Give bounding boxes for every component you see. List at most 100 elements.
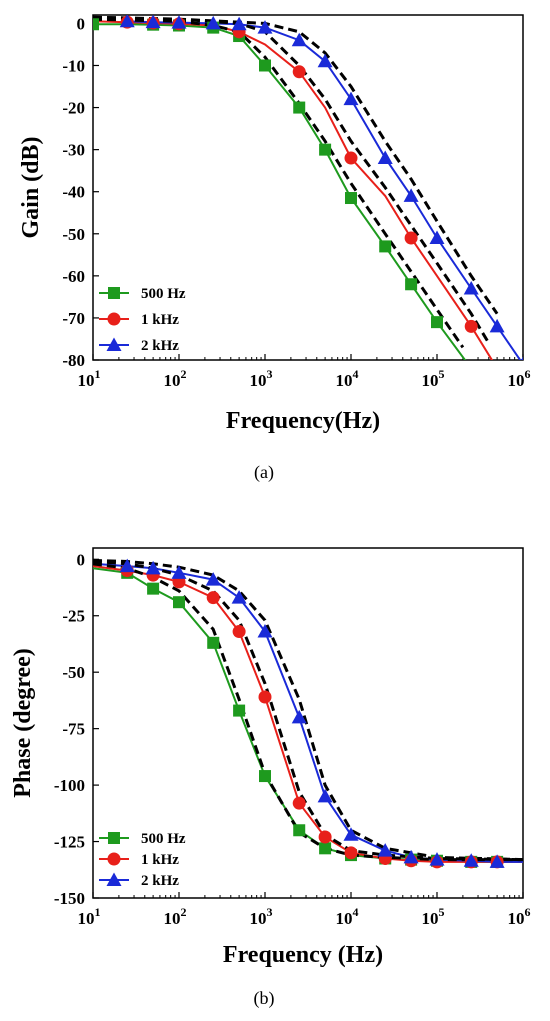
x-tick-base: 10 [250,371,267,390]
x-tick-label: 105 [422,367,445,390]
data-point [93,18,99,31]
data-point [207,636,220,649]
series-line [93,565,523,863]
y-tick-label: -125 [54,833,85,852]
y-tick-label: -60 [62,267,85,286]
data-point [206,591,220,605]
y-tick-label: -70 [62,309,85,328]
data-point [345,192,357,205]
legend-label: 500 Hz [141,286,186,302]
y-tick-label: -25 [62,607,85,626]
x-tick-exponent: 3 [267,905,273,919]
data-point [431,316,443,329]
x-tick-base: 10 [508,371,525,390]
x-tick-base: 10 [78,371,95,390]
data-point [429,230,445,244]
data-point [145,15,161,29]
data-point [463,280,479,295]
x-axis-title: Frequency (Hz) [223,942,383,968]
data-point [147,582,160,595]
data-point [205,572,221,586]
y-tick-label: -20 [62,99,85,118]
y-axis-title: Phase (degree) [10,648,36,798]
x-tick-label: 104 [336,905,359,928]
legend-marker [107,312,121,326]
y-tick-label: -50 [62,663,85,682]
x-tick-base: 10 [422,371,439,390]
fit-dashed-line [93,17,491,344]
x-tick-exponent: 6 [525,367,531,381]
caption-b: (b) [254,988,275,1009]
series-line [93,567,523,863]
y-axis-title: Gain (dB) [18,136,44,238]
data-point [489,854,505,868]
series-line [127,20,522,360]
data-point [171,15,187,29]
data-point [293,101,306,114]
data-point [343,91,359,106]
data-point [205,15,221,30]
x-tick-exponent: 1 [95,367,101,381]
legend-label: 2 kHz [141,873,179,889]
x-tick-label: 106 [508,367,531,390]
legend-marker [106,872,122,886]
legend-label: 2 kHz [141,338,179,354]
x-tick-base: 10 [164,909,181,928]
y-tick-label: -50 [62,225,85,244]
y-tick-label: 0 [77,550,86,569]
data-point [463,853,479,867]
data-point [379,240,392,253]
data-point [291,32,307,47]
legend-marker [107,852,121,866]
x-tick-label: 103 [250,905,273,928]
y-tick-label: -10 [62,56,85,75]
x-tick-base: 10 [508,909,525,928]
data-point [317,788,333,803]
x-tick-exponent: 4 [353,367,359,381]
legend-marker [108,287,120,299]
data-point [259,770,271,783]
legend-label: 1 kHz [141,312,179,328]
data-point [173,596,185,609]
data-point [319,143,332,156]
data-point [233,704,246,717]
data-point [171,565,187,579]
plot-frame [92,547,524,899]
y-tick-label: -75 [62,720,85,739]
x-tick-base: 10 [250,909,267,928]
data-point [344,151,358,165]
data-point [404,231,418,245]
data-point [318,830,332,844]
data-point [119,558,135,573]
data-point [259,59,271,72]
x-tick-exponent: 5 [439,905,445,919]
data-point [403,849,419,864]
x-tick-label: 102 [164,367,187,390]
data-point [521,356,523,360]
legend-label: 1 kHz [141,852,179,868]
x-tick-label: 101 [78,367,101,390]
x-tick-base: 10 [336,909,353,928]
data-point [145,560,161,575]
x-tick-label: 104 [336,367,359,390]
legend-marker [108,832,120,844]
plot-area [93,15,523,360]
x-tick-exponent: 3 [267,367,273,381]
y-tick-label: -30 [62,141,85,160]
data-point [293,824,306,837]
data-point [292,796,306,810]
data-point [292,65,306,79]
data-point [317,53,333,68]
x-tick-label: 102 [164,905,187,928]
y-tick-label: -80 [62,351,85,370]
x-tick-exponent: 2 [181,905,187,919]
series-line [93,562,523,863]
x-tick-exponent: 4 [353,905,359,919]
y-tick-label: -150 [54,889,85,908]
y-tick-label: -100 [54,776,85,795]
data-point [258,690,272,704]
x-tick-base: 10 [422,909,439,928]
data-point [344,846,358,860]
x-tick-exponent: 1 [95,905,101,919]
data-point [464,319,478,333]
